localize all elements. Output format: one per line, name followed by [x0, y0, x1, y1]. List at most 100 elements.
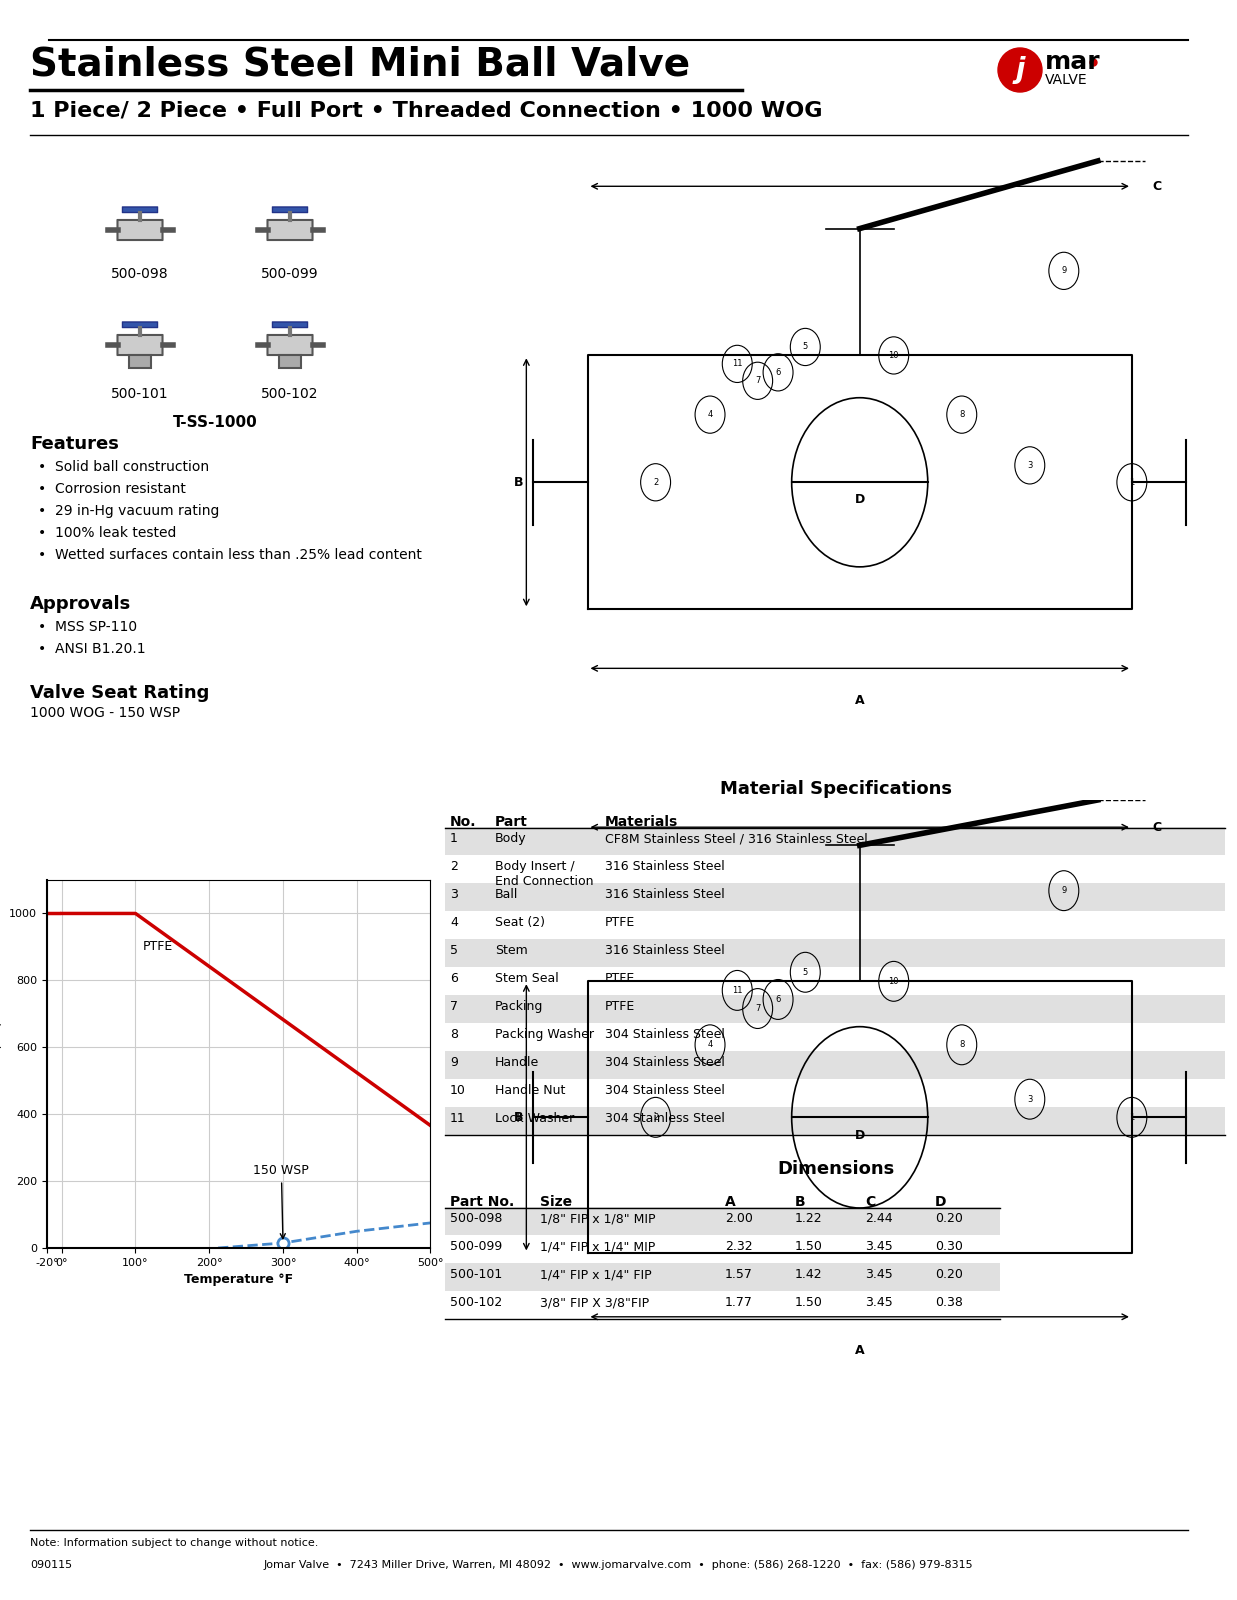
Text: PTFE: PTFE — [605, 971, 636, 986]
FancyBboxPatch shape — [445, 1107, 1225, 1134]
Text: Approvals: Approvals — [30, 595, 131, 613]
Text: 0.30: 0.30 — [935, 1240, 962, 1253]
FancyBboxPatch shape — [267, 334, 313, 355]
Text: Body: Body — [495, 832, 527, 845]
Text: 5: 5 — [450, 944, 458, 957]
Text: 9: 9 — [450, 1056, 458, 1069]
Text: 3/8" FIP X 3/8"FIP: 3/8" FIP X 3/8"FIP — [541, 1296, 649, 1309]
Text: 500-098: 500-098 — [111, 267, 168, 282]
Text: 4: 4 — [708, 410, 713, 419]
Text: 7: 7 — [450, 1000, 458, 1013]
Text: C: C — [1152, 821, 1162, 834]
Text: 3.45: 3.45 — [865, 1240, 893, 1253]
Text: D: D — [855, 1130, 865, 1142]
Text: •  29 in-Hg vacuum rating: • 29 in-Hg vacuum rating — [38, 504, 219, 518]
Text: 2.00: 2.00 — [725, 1213, 753, 1226]
Text: D: D — [855, 493, 865, 506]
FancyBboxPatch shape — [445, 995, 1225, 1022]
Text: Stem: Stem — [495, 944, 528, 957]
FancyBboxPatch shape — [122, 322, 157, 328]
Text: •  Corrosion resistant: • Corrosion resistant — [38, 482, 186, 496]
Text: 150 WSP: 150 WSP — [254, 1165, 309, 1238]
Text: 500-098: 500-098 — [450, 1213, 502, 1226]
Text: Packing: Packing — [495, 1000, 543, 1013]
Text: C: C — [1152, 179, 1162, 192]
FancyBboxPatch shape — [445, 1206, 999, 1235]
Text: Size: Size — [541, 1195, 573, 1210]
Text: C: C — [865, 1195, 876, 1210]
Text: PTFE: PTFE — [605, 1000, 636, 1013]
Text: B: B — [513, 1110, 523, 1123]
Text: 2: 2 — [450, 861, 458, 874]
Text: T-SS-1000: T-SS-1000 — [173, 414, 257, 430]
Text: Valve Seat Rating: Valve Seat Rating — [30, 685, 209, 702]
Text: 6: 6 — [450, 971, 458, 986]
FancyBboxPatch shape — [278, 355, 302, 368]
Text: 11: 11 — [732, 986, 742, 995]
Text: 304 Stainless Steel: 304 Stainless Steel — [605, 1029, 725, 1042]
Text: 3.45: 3.45 — [865, 1296, 893, 1309]
Text: PTFE: PTFE — [142, 941, 173, 954]
FancyBboxPatch shape — [122, 206, 157, 213]
Text: 6: 6 — [776, 995, 781, 1003]
Text: 11: 11 — [732, 360, 742, 368]
Text: 0.20: 0.20 — [935, 1213, 962, 1226]
Text: 3: 3 — [1027, 1094, 1033, 1104]
Text: 7: 7 — [755, 376, 761, 386]
FancyBboxPatch shape — [118, 219, 162, 240]
Text: Part No.: Part No. — [450, 1195, 515, 1210]
Text: 11: 11 — [450, 1112, 466, 1125]
Text: 1.77: 1.77 — [725, 1296, 753, 1309]
Text: 304 Stainless Steel: 304 Stainless Steel — [605, 1112, 725, 1125]
Text: Part: Part — [495, 814, 528, 829]
FancyBboxPatch shape — [272, 322, 308, 328]
FancyBboxPatch shape — [445, 939, 1225, 966]
Text: Stainless Steel Mini Ball Valve: Stainless Steel Mini Ball Valve — [30, 46, 690, 83]
Text: 500-101: 500-101 — [450, 1267, 502, 1282]
Text: 1.42: 1.42 — [795, 1267, 823, 1282]
Text: 316 Stainless Steel: 316 Stainless Steel — [605, 861, 725, 874]
Text: 1: 1 — [1129, 478, 1134, 486]
Text: 500-102: 500-102 — [450, 1296, 502, 1309]
Text: 1/4" FIP x 1/4" FIP: 1/4" FIP x 1/4" FIP — [541, 1267, 652, 1282]
Text: j: j — [1016, 56, 1024, 83]
X-axis label: Temperature °F: Temperature °F — [184, 1274, 293, 1286]
Text: 1: 1 — [450, 832, 458, 845]
Text: 316 Stainless Steel: 316 Stainless Steel — [605, 888, 725, 901]
FancyBboxPatch shape — [445, 883, 1225, 910]
Text: Body Insert /
End Connection: Body Insert / End Connection — [495, 861, 594, 888]
Text: 1.22: 1.22 — [795, 1213, 823, 1226]
Text: 090115: 090115 — [30, 1560, 72, 1570]
Text: 0.38: 0.38 — [935, 1296, 962, 1309]
Text: 1: 1 — [1129, 1114, 1134, 1122]
Text: Seat (2): Seat (2) — [495, 915, 546, 930]
Text: 8: 8 — [959, 410, 965, 419]
Text: 1.50: 1.50 — [795, 1240, 823, 1253]
Text: CF8M Stainless Steel / 316 Stainless Steel: CF8M Stainless Steel / 316 Stainless Ste… — [605, 832, 867, 845]
Text: 500-099: 500-099 — [261, 267, 319, 282]
Text: •  Wetted surfaces contain less than .25% lead content: • Wetted surfaces contain less than .25%… — [38, 547, 422, 562]
Text: 1.50: 1.50 — [795, 1296, 823, 1309]
Text: •  100% leak tested: • 100% leak tested — [38, 526, 177, 541]
Text: A: A — [855, 1344, 865, 1357]
Text: 5: 5 — [803, 342, 808, 352]
Text: 1 Piece/ 2 Piece • Full Port • Threaded Connection • 1000 WOG: 1 Piece/ 2 Piece • Full Port • Threaded … — [30, 99, 823, 120]
Text: Features: Features — [30, 435, 119, 453]
Text: 7: 7 — [755, 1005, 761, 1013]
Text: A: A — [855, 694, 865, 707]
Text: mar: mar — [1045, 50, 1101, 74]
Y-axis label: Pressure (PSI): Pressure (PSI) — [0, 1021, 4, 1107]
Text: VALVE: VALVE — [1045, 74, 1087, 86]
Text: 500-102: 500-102 — [261, 387, 319, 402]
Text: 8: 8 — [450, 1029, 458, 1042]
FancyBboxPatch shape — [445, 1262, 999, 1291]
Text: 10: 10 — [450, 1085, 466, 1098]
Text: Handle: Handle — [495, 1056, 539, 1069]
FancyBboxPatch shape — [445, 1051, 1225, 1078]
Text: 0.20: 0.20 — [935, 1267, 962, 1282]
FancyBboxPatch shape — [118, 334, 162, 355]
Text: Lock Washer: Lock Washer — [495, 1112, 574, 1125]
Text: D: D — [935, 1195, 946, 1210]
FancyBboxPatch shape — [129, 355, 151, 368]
Text: Handle Nut: Handle Nut — [495, 1085, 565, 1098]
